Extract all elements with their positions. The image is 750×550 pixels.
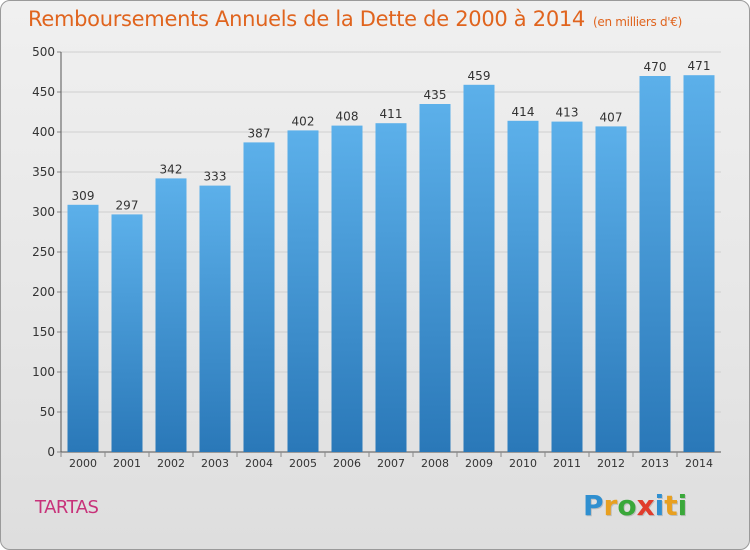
y-tick-label: 500	[32, 45, 55, 59]
data-label: 333	[204, 170, 227, 184]
bar	[419, 104, 451, 452]
x-tick-label: 2003	[201, 457, 229, 470]
y-tick-label: 50	[40, 405, 55, 419]
y-tick-label: 300	[32, 205, 55, 219]
x-tick-label: 2011	[553, 457, 581, 470]
data-label: 470	[644, 60, 667, 74]
data-label: 459	[468, 69, 491, 83]
bar	[287, 130, 319, 452]
x-tick-label: 2012	[597, 457, 625, 470]
proxiti-logo: Proxiti	[583, 489, 687, 522]
y-tick-label: 400	[32, 125, 55, 139]
data-label: 407	[600, 110, 623, 124]
bar	[67, 204, 99, 452]
bar	[375, 123, 407, 452]
data-label: 387	[248, 126, 271, 140]
bar	[683, 75, 715, 452]
chart-title-text: Remboursements Annuels de la Dette de 20…	[28, 7, 585, 31]
data-labels: 309 297 342 333 387 402 408 411 435 459 414 413 407 4…	[72, 59, 711, 212]
y-tick-label: 0	[47, 445, 55, 459]
bar	[551, 121, 583, 452]
data-label: 402	[292, 114, 315, 128]
logo-letter: t	[664, 489, 678, 522]
logo-letter: o	[617, 489, 637, 522]
data-label: 413	[556, 106, 579, 120]
y-tick-label: 200	[32, 285, 55, 299]
y-tick-labels: 0 50 100 150 200 250 300 350 400 450 500	[32, 45, 55, 459]
logo-letter: x	[636, 489, 655, 522]
bar	[639, 76, 671, 452]
y-tick-label: 150	[32, 325, 55, 339]
y-tick-label: 100	[32, 365, 55, 379]
bar	[243, 142, 275, 452]
x-tick-label: 2000	[69, 457, 97, 470]
x-tick-label: 2006	[333, 457, 361, 470]
y-tick-label: 450	[32, 85, 55, 99]
bar-chart: 309 297 342 333 387 402 408 411 435 459 414 413 407 4…	[32, 45, 721, 470]
logo-letter: i	[654, 489, 665, 522]
bar	[111, 214, 143, 452]
x-tick-label: 2002	[157, 457, 185, 470]
x-tick-label: 2005	[289, 457, 317, 470]
chart-subtitle: (en milliers d'€)	[593, 15, 683, 29]
x-tick-label: 2004	[245, 457, 273, 470]
y-tick-label: 250	[32, 245, 55, 259]
logo-letter: r	[603, 489, 618, 522]
y-tick-label: 350	[32, 165, 55, 179]
bar	[199, 185, 231, 452]
x-tick-labels: 2000 2001 2002 2003 2004 2005 2006 2007 2008 2009…	[69, 457, 713, 470]
data-label: 297	[116, 198, 139, 212]
x-tick-label: 2010	[509, 457, 537, 470]
x-tick-label: 2001	[113, 457, 141, 470]
bar	[155, 178, 187, 452]
chart-title: Remboursements Annuels de la Dette de 20…	[28, 7, 682, 31]
commune-name: TARTAS	[35, 497, 99, 518]
data-label: 411	[380, 107, 403, 121]
x-tick-label: 2009	[465, 457, 493, 470]
data-label: 342	[160, 162, 183, 176]
data-label: 414	[512, 105, 535, 119]
x-tick-label: 2014	[685, 457, 713, 470]
bars	[67, 75, 715, 453]
bar	[331, 125, 363, 452]
x-tick-label: 2013	[641, 457, 669, 470]
x-tick-label: 2007	[377, 457, 405, 470]
logo-letter: P	[583, 489, 604, 522]
logo-letter: i	[677, 489, 688, 522]
bar	[463, 84, 495, 453]
x-tick-label: 2008	[421, 457, 449, 470]
data-label: 435	[424, 88, 447, 102]
data-label: 471	[688, 59, 711, 73]
data-label: 309	[72, 189, 95, 203]
bar	[595, 126, 627, 453]
data-label: 408	[336, 110, 359, 124]
bar	[507, 120, 539, 453]
